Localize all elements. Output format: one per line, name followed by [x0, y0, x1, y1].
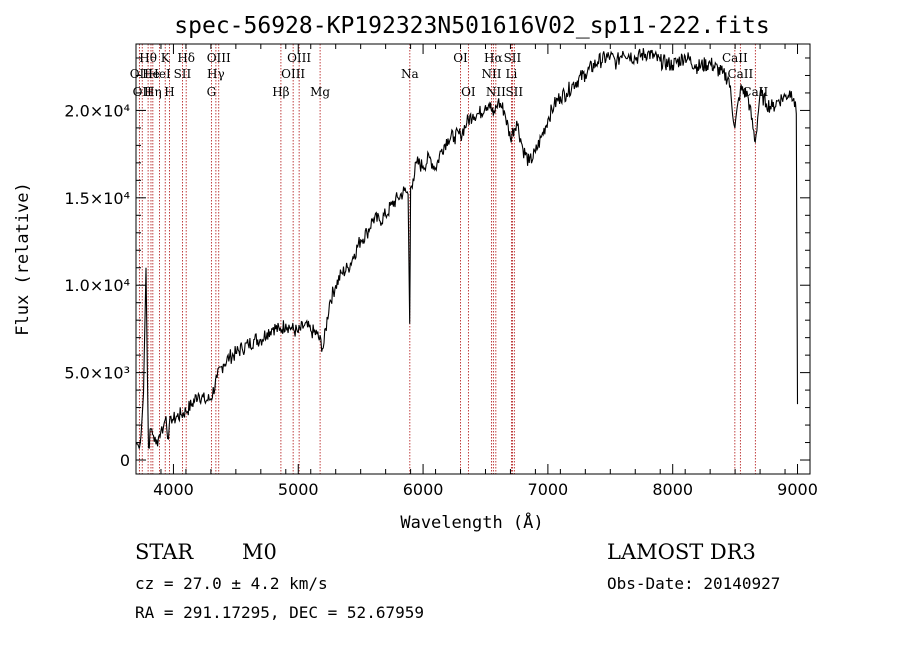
line-labels: OIIOIIHθHeHηHeIKHSIIHδGHγOIIIHβOIIIOIIIM… [130, 51, 769, 99]
spectral-line-label: CaII [722, 51, 748, 65]
spectral-line-label: Hδ [177, 51, 195, 65]
spectral-line-label: OIII [207, 51, 231, 65]
spectral-line-label: OIII [281, 67, 305, 81]
spectral-line-label: Hγ [207, 67, 225, 81]
spectral-line-label: HeI [148, 67, 171, 81]
spectral-line-label: Hθ [139, 51, 157, 65]
spectral-line-label: G [207, 85, 217, 99]
spectral-line-label: NII [486, 85, 506, 99]
spectral-line-label: Na [401, 67, 419, 81]
object-class: STAR [135, 540, 194, 564]
y-tick-label: 0 [120, 451, 130, 470]
spectral-line-label: Hβ [272, 85, 289, 99]
x-tick-label: 5000 [278, 480, 319, 499]
redshift-text: cz = 27.0 ± 4.2 km/s [135, 574, 328, 593]
x-tick-label: 4000 [153, 480, 194, 499]
survey-name: LAMOST DR3 [607, 540, 756, 564]
x-tick-label: 9000 [777, 480, 818, 499]
plot-frame [135, 43, 811, 475]
obs-date-text: Obs-Date: 20140927 [607, 574, 781, 593]
line-markers [138, 44, 756, 474]
spectral-line-label: CaII [727, 67, 753, 81]
spectral-line-label: Hη [144, 85, 162, 99]
spectral-line-label: SII [504, 51, 522, 65]
object-subclass: M0 [242, 540, 277, 564]
spectral-line-label: NII [481, 67, 501, 81]
spectral-line-label: Li [506, 67, 518, 81]
spectrum-line [135, 48, 799, 449]
x-tick-label: 7000 [528, 480, 569, 499]
chart-title: spec-56928-KP192323N501616V02_sp11-222.f… [174, 13, 769, 39]
x-axis-label: Wavelength (Å) [400, 511, 543, 533]
spectral-line-label: OII [130, 67, 150, 81]
spectral-line-label: CaII [742, 85, 768, 99]
spectral-line-label: SII [174, 67, 192, 81]
y-tick-label: 2.0×10⁴ [64, 101, 130, 120]
spectral-line-label: H [164, 85, 174, 99]
x-tick-label: 8000 [652, 480, 693, 499]
spectral-line-label: OIII [287, 51, 311, 65]
y-tick-label: 1.0×10⁴ [64, 276, 130, 295]
spectral-line-label: SII [505, 85, 523, 99]
spectral-line-label: OI [461, 85, 476, 99]
spectral-line-label: OII [133, 85, 153, 99]
spectral-line-label: Hα [484, 51, 503, 65]
x-axis: 4000 5000 6000 7000 8000 9000 [135, 44, 818, 499]
coordinates-text: RA = 291.17295, DEC = 52.67959 [135, 603, 424, 622]
spectral-line-label: He [142, 67, 160, 81]
spectral-line-label: Mg [310, 85, 330, 99]
y-tick-label: 5.0×10³ [64, 364, 130, 383]
y-axis: 0 5.0×10³ 1.0×10⁴ 1.5×10⁴ 2.0×10⁴ [64, 57, 810, 470]
spectral-line-label: K [161, 51, 171, 65]
y-tick-label: 1.5×10⁴ [64, 189, 130, 208]
spectral-line-label: OI [453, 51, 468, 65]
x-tick-label: 6000 [403, 480, 444, 499]
y-axis-label: Flux (relative) [13, 182, 33, 336]
